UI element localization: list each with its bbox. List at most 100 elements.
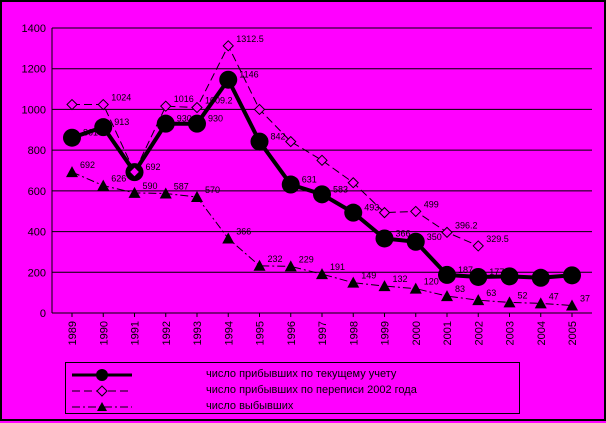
series-line-2 xyxy=(71,171,573,306)
x-tick-label: 1998 xyxy=(348,321,360,345)
data-point-triangle xyxy=(191,190,203,202)
data-point-diamond xyxy=(97,98,109,111)
legend-item-census-arrivals: число прибывших по переписи 2002 года xyxy=(66,383,519,399)
data-point-diamond xyxy=(160,100,172,112)
legend-swatch-solid-circle xyxy=(72,369,132,381)
data-point-triangle xyxy=(316,268,328,280)
data-point-circle xyxy=(281,175,300,194)
y-tick-label: 800 xyxy=(28,145,46,157)
legend-label: число прибывших по переписи 2002 года xyxy=(206,384,417,396)
y-tick-label: 1000 xyxy=(22,104,46,116)
data-label: 590 xyxy=(143,181,158,191)
data-point-triangle xyxy=(97,179,110,191)
data-label: 1312.5 xyxy=(236,34,264,44)
x-tick-label: 1993 xyxy=(192,321,204,345)
data-point-diamond xyxy=(378,206,391,219)
data-label: 232 xyxy=(268,254,283,264)
x-tick-label: 1991 xyxy=(130,321,142,345)
data-point-diamond xyxy=(128,166,141,178)
x-tick-label: 2005 xyxy=(567,321,579,345)
data-point-circle xyxy=(438,265,456,284)
data-point-circle xyxy=(375,229,394,248)
data-label: 493 xyxy=(364,203,379,213)
data-label: 930 xyxy=(177,114,192,124)
data-point-circle xyxy=(63,128,81,147)
data-label: 692 xyxy=(80,160,95,170)
data-point-triangle xyxy=(503,296,516,308)
x-tick-label: 2002 xyxy=(473,321,485,345)
data-label: 583 xyxy=(333,184,348,194)
data-label: 366 xyxy=(236,226,251,236)
data-label: 366 xyxy=(396,228,411,238)
data-point-circle xyxy=(344,203,363,222)
x-tick-label: 1999 xyxy=(380,321,392,345)
data-label: 187 xyxy=(458,265,473,275)
data-point-triangle xyxy=(66,166,78,178)
x-tick-label: 1992 xyxy=(161,321,173,345)
data-label: 587 xyxy=(174,182,189,192)
series-line-1 xyxy=(72,44,479,247)
data-label: 1009.2 xyxy=(205,96,233,106)
data-label: 1146 xyxy=(239,70,258,80)
data-label: 499 xyxy=(424,199,439,209)
data-label: 177 xyxy=(489,267,504,277)
data-point-triangle xyxy=(128,186,141,198)
legend: число прибывших по текущему учету число … xyxy=(65,362,520,414)
data-point-triangle xyxy=(472,294,485,306)
data-point-diamond xyxy=(410,205,422,218)
y-tick-label: 1400 xyxy=(22,23,46,35)
data-point-triangle xyxy=(409,282,422,294)
data-label: 570 xyxy=(205,185,220,195)
data-label: 83 xyxy=(455,284,465,294)
data-point-circle xyxy=(188,114,206,133)
data-point-circle xyxy=(531,268,550,287)
data-label: 191 xyxy=(330,262,345,272)
data-point-diamond xyxy=(222,40,234,52)
data-point-triangle xyxy=(253,259,266,271)
legend-item-current-arrivals: число прибывших по текущему учету xyxy=(66,367,519,383)
data-label: 149 xyxy=(361,271,376,281)
data-label: 120 xyxy=(424,277,439,287)
data-label: 52 xyxy=(518,290,528,300)
legend-swatch-dashed-diamond xyxy=(72,385,132,397)
x-tick-label: 1997 xyxy=(317,321,329,345)
data-point-circle xyxy=(469,267,488,286)
y-tick-label: 1200 xyxy=(22,64,46,76)
x-tick-label: 1989 xyxy=(67,321,79,345)
data-point-circle xyxy=(563,266,581,285)
data-label: 913 xyxy=(114,117,129,127)
data-label: 861 xyxy=(83,128,98,138)
data-label: 626 xyxy=(111,174,126,184)
data-label: 1016 xyxy=(174,94,194,104)
data-label: 692 xyxy=(146,162,161,172)
data-point-diamond xyxy=(347,177,359,189)
legend-label: число прибывших по текущему учету xyxy=(206,368,397,380)
data-label: 350 xyxy=(427,232,442,242)
legend-item-departures: число выбывших xyxy=(66,399,519,415)
data-label: 329.5 xyxy=(486,234,509,244)
y-tick-label: 200 xyxy=(28,267,46,279)
data-point-triangle xyxy=(222,232,235,244)
data-point-circle xyxy=(219,70,238,89)
data-point-circle xyxy=(250,132,269,151)
data-point-diamond xyxy=(253,103,266,116)
data-label: 229 xyxy=(299,254,314,264)
data-point-triangle xyxy=(378,280,391,292)
y-tick-label: 600 xyxy=(28,186,46,198)
legend-label: число выбывших xyxy=(206,400,294,412)
data-point-circle xyxy=(313,185,331,204)
data-point-triangle xyxy=(441,290,453,302)
x-tick-label: 1996 xyxy=(286,321,298,345)
data-label: 132 xyxy=(393,274,408,284)
data-label: 842 xyxy=(271,132,286,142)
data-point-circle xyxy=(156,114,175,133)
data-point-triangle xyxy=(284,260,297,272)
data-label: 930 xyxy=(208,114,223,124)
data-point-circle xyxy=(94,118,113,137)
data-point-triangle xyxy=(566,299,578,311)
x-tick-label: 2004 xyxy=(536,321,548,345)
data-label: 1024 xyxy=(111,93,131,103)
data-point-diamond xyxy=(441,226,453,239)
